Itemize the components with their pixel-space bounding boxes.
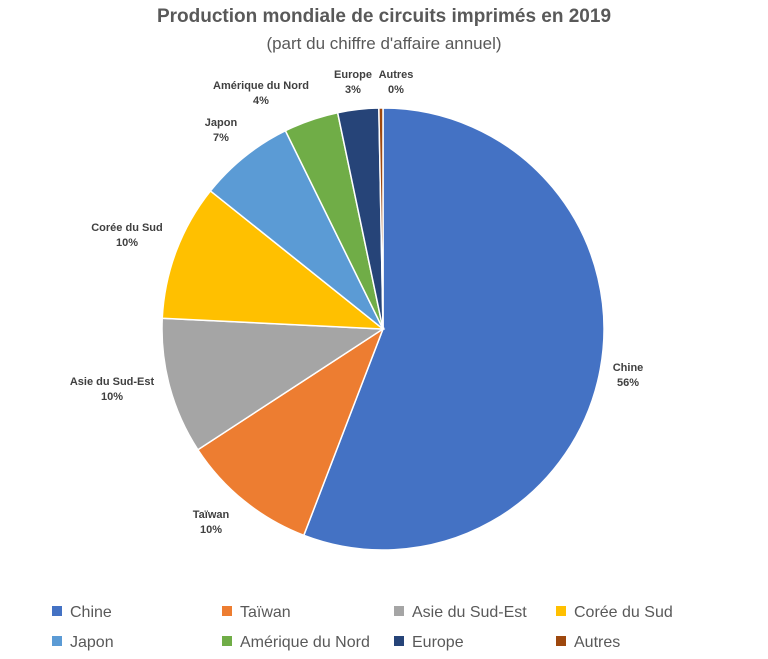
pie-slice-3 <box>161 317 386 451</box>
data-label-value-3: 10% <box>101 391 123 403</box>
data-label-name-2: Taïwan <box>193 509 230 521</box>
data-label-name-8: Autres <box>379 69 414 81</box>
legend-swatch <box>52 636 62 646</box>
legend-item-3: Asie du Sud-Est <box>394 604 527 622</box>
legend-swatch <box>394 636 404 646</box>
data-label-value-1: 56% <box>617 377 639 389</box>
data-label-value-4: 10% <box>116 237 138 249</box>
legend-swatch <box>222 636 232 646</box>
data-label-name-5: Japon <box>205 117 238 129</box>
pie-slice-4 <box>161 189 386 330</box>
data-label-name-4: Corée du Sud <box>91 222 163 234</box>
legend-item-1: Chine <box>52 604 112 622</box>
pie-chart: Chine 56% Taïwan 10% Asie du Sud-Est 10% Corée… <box>70 69 644 551</box>
legend-label: Chine <box>70 604 112 621</box>
legend-item-5: Japon <box>52 634 114 652</box>
legend-label: Amérique du Nord <box>240 634 370 651</box>
data-label-name-3: Asie du Sud-Est <box>70 376 155 388</box>
chart-title: Production mondiale de circuits imprimés… <box>156 6 612 27</box>
data-label-value-8: 0% <box>388 84 404 96</box>
legend-item-2: Taïwan <box>222 604 291 622</box>
legend-item-4: Corée du Sud <box>556 604 673 622</box>
chart-subtitle: (part du chiffre d'affaire annuel) <box>266 34 502 53</box>
pie-slice-8 <box>378 107 384 330</box>
legend-item-8: Autres <box>556 634 620 652</box>
legend-label: Autres <box>574 634 621 651</box>
legend-label: Europe <box>412 634 464 651</box>
legend-label: Taïwan <box>240 604 291 621</box>
pie-slice-1 <box>302 107 605 551</box>
legend-swatch <box>556 606 566 616</box>
legend-label: Japon <box>70 634 114 651</box>
data-label-value-7: 3% <box>345 84 361 96</box>
legend-item-7: Europe <box>394 634 464 652</box>
legend-swatch <box>556 636 566 646</box>
legend-label: Corée du Sud <box>574 604 673 621</box>
data-label-value-5: 7% <box>213 132 229 144</box>
data-label-name-1: Chine <box>613 362 644 374</box>
pie-slice-2 <box>196 327 385 537</box>
legend-swatch <box>222 606 232 616</box>
data-label-value-2: 10% <box>200 524 222 536</box>
legend-swatch <box>52 606 62 616</box>
data-label-value-6: 4% <box>253 95 269 107</box>
legend-swatch <box>394 606 404 616</box>
legend-item-6: Amérique du Nord <box>222 634 370 652</box>
data-label-name-6: Amérique du Nord <box>213 80 309 92</box>
data-label-name-7: Europe <box>334 69 372 81</box>
legend-label: Asie du Sud-Est <box>412 604 527 621</box>
